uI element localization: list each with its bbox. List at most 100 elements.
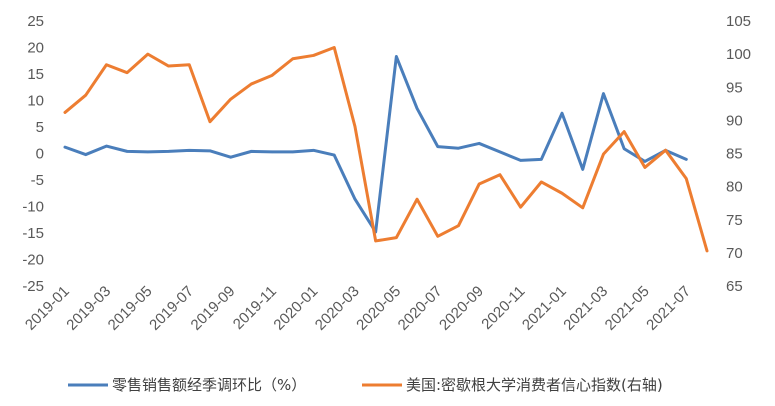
data-point-retail-sales: [312, 149, 315, 152]
x-tick-label: 2021-03: [560, 283, 611, 334]
data-point-consumer-sentiment: [167, 64, 170, 68]
data-point-retail-sales: [208, 149, 212, 153]
left-tick-label: -5: [31, 172, 44, 189]
left-tick-label: 0: [36, 146, 44, 163]
data-point-consumer-sentiment: [291, 57, 295, 60]
data-point-retail-sales: [353, 197, 357, 201]
data-point-consumer-sentiment: [125, 71, 129, 74]
data-point-consumer-sentiment: [333, 46, 336, 49]
data-point-retail-sales: [229, 156, 232, 159]
data-point-consumer-sentiment: [63, 111, 67, 114]
data-point-consumer-sentiment: [622, 130, 626, 133]
data-point-retail-sales: [622, 147, 626, 150]
x-tick-label: 2020-09: [436, 283, 487, 334]
data-point-retail-sales: [643, 160, 647, 163]
data-point-consumer-sentiment: [229, 97, 232, 101]
data-point-consumer-sentiment: [581, 206, 584, 210]
data-point-retail-sales: [457, 147, 460, 150]
data-point-retail-sales: [167, 150, 170, 153]
legend: 零售销售额经季调环比（%） 美国:密歇根大学消费者信心指数(右轴): [68, 376, 663, 394]
x-axis-ticks: 2019-012019-032019-052019-072019-092019-…: [22, 283, 694, 334]
data-point-retail-sales: [250, 150, 253, 153]
data-point-consumer-sentiment: [560, 192, 564, 195]
data-point-retail-sales: [540, 158, 543, 161]
data-point-retail-sales: [125, 150, 129, 153]
left-tick-label: 15: [27, 66, 44, 83]
data-point-retail-sales: [477, 142, 481, 145]
data-point-retail-sales: [291, 150, 295, 154]
data-point-consumer-sentiment: [374, 239, 377, 243]
data-point-consumer-sentiment: [415, 198, 419, 201]
legend-label-retail: 零售销售额经季调环比（%）: [112, 376, 306, 394]
data-point-consumer-sentiment: [519, 205, 522, 209]
left-tick-label: 25: [27, 13, 44, 30]
right-axis-ticks: 105 100 95 90 85 80 75 70 65: [726, 13, 751, 295]
data-point-consumer-sentiment: [208, 120, 212, 123]
data-point-consumer-sentiment: [270, 74, 274, 77]
x-tick-label: 2020-03: [312, 283, 363, 334]
left-tick-label: 20: [27, 40, 44, 57]
data-point-consumer-sentiment: [395, 236, 398, 239]
data-point-retail-sales: [498, 150, 502, 154]
left-tick-label: -20: [22, 252, 44, 269]
data-point-consumer-sentiment: [188, 63, 191, 66]
data-point-retail-sales: [560, 112, 564, 115]
x-tick-label: 2020-07: [395, 283, 446, 334]
series-line-retail-sales: [63, 55, 688, 234]
right-tick-label: 75: [726, 212, 743, 229]
legend-label-sentiment: 美国:密歇根大学消费者信心指数(右轴): [406, 376, 663, 394]
data-point-retail-sales: [333, 153, 336, 157]
data-point-consumer-sentiment: [498, 173, 502, 176]
data-point-consumer-sentiment: [664, 148, 667, 152]
x-tick-label: 2019-09: [188, 283, 239, 334]
left-tick-label: -15: [22, 225, 44, 242]
data-point-retail-sales: [146, 150, 150, 154]
data-point-retail-sales: [602, 92, 605, 95]
data-point-consumer-sentiment: [643, 166, 647, 169]
data-point-consumer-sentiment: [436, 235, 439, 238]
x-tick-label: 2021-07: [643, 283, 694, 334]
x-tick-label: 2019-11: [230, 283, 280, 333]
data-point-consumer-sentiment: [146, 52, 150, 56]
right-tick-label: 70: [726, 245, 743, 262]
x-tick-label: 2020-11: [478, 283, 528, 333]
series-line-consumer-sentiment: [63, 46, 709, 253]
right-tick-label: 65: [726, 278, 743, 295]
x-tick-label: 2020-05: [353, 283, 404, 334]
data-point-retail-sales: [685, 158, 688, 161]
left-tick-label: 5: [36, 119, 44, 136]
data-point-consumer-sentiment: [685, 177, 688, 180]
x-tick-label: 2021-05: [602, 283, 653, 334]
data-point-consumer-sentiment: [312, 54, 315, 57]
data-point-consumer-sentiment: [105, 63, 108, 66]
x-tick-label: 2021-01: [519, 283, 570, 334]
series-lines: [63, 46, 709, 253]
data-point-retail-sales: [581, 168, 584, 171]
left-axis-ticks: 25 20 15 10 5 0 -5 -10 -15 -20 -25: [22, 13, 44, 295]
right-tick-label: 80: [726, 179, 743, 196]
x-tick-label: 2019-05: [105, 283, 156, 334]
right-tick-label: 95: [726, 79, 743, 96]
data-point-consumer-sentiment: [84, 94, 87, 97]
data-point-consumer-sentiment: [477, 182, 481, 186]
data-point-retail-sales: [105, 144, 108, 148]
data-point-retail-sales: [188, 149, 191, 152]
left-tick-label: -25: [22, 278, 44, 295]
data-point-retail-sales: [415, 107, 419, 110]
x-tick-label: 2019-07: [146, 283, 197, 334]
data-point-consumer-sentiment: [602, 152, 605, 156]
right-tick-label: 100: [726, 46, 751, 63]
data-point-retail-sales: [395, 55, 398, 58]
x-tick-label: 2019-03: [63, 283, 114, 334]
data-point-retail-sales: [270, 150, 274, 154]
left-tick-label: -10: [22, 199, 44, 216]
data-point-retail-sales: [519, 159, 522, 162]
data-point-retail-sales: [436, 145, 439, 148]
right-tick-label: 85: [726, 146, 743, 163]
x-tick-label: 2020-01: [270, 283, 321, 334]
data-point-retail-sales: [84, 153, 87, 156]
data-point-consumer-sentiment: [457, 224, 460, 227]
data-point-consumer-sentiment: [705, 249, 709, 253]
